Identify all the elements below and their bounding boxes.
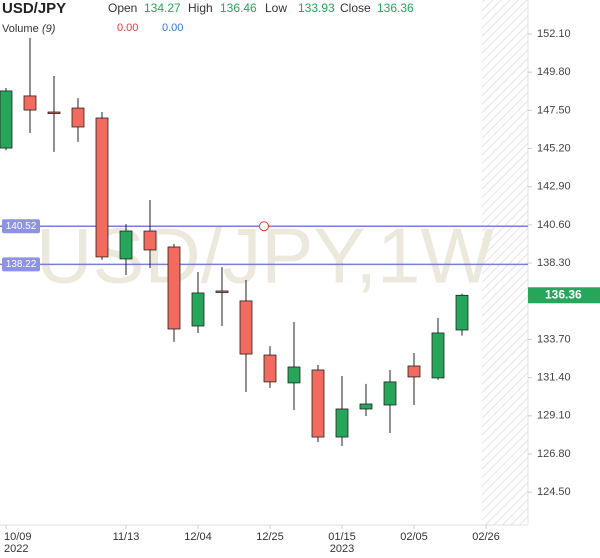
volume-period: (9) [42,23,56,35]
candle-body [0,90,13,149]
candle-body [239,300,253,355]
ohlc-label: Open [108,1,137,15]
x-tick-label: 12/25 [256,531,284,543]
price-tag [528,287,600,304]
y-tick-label: 131.40 [537,372,571,384]
x-tick-label: 12/04 [184,531,212,543]
candle-body [455,294,469,331]
ohlc-value: 136.46 [220,1,257,15]
candle-body [119,230,133,260]
volume-value: 0.00 [162,22,183,34]
future-area [482,0,528,525]
x-tick-label: 01/15 [328,531,356,543]
candle-body [431,332,445,379]
hline-tag [2,219,40,234]
ohlc-value: 136.36 [377,1,414,15]
x-tick-label: 02/05 [400,531,428,543]
candle-body [71,107,85,128]
candle-body [335,408,349,438]
candle-body [263,354,277,383]
hline-label: 138.22 [6,259,37,270]
ohlc-label: Low [265,1,287,15]
candle-body [383,381,397,406]
candle-body [311,369,325,438]
candle-body [407,365,421,378]
x-tick-label: 02/26 [472,531,500,543]
y-tick-label: 145.20 [537,142,571,154]
candle-body [215,290,229,293]
candle-body [287,366,301,384]
x-year-label: 2023 [330,543,354,555]
y-tick-label: 133.70 [537,333,571,345]
y-tick-label: 147.50 [537,104,571,116]
y-tick-label: 140.60 [537,219,571,231]
y-tick-label: 126.80 [537,448,571,460]
ohlc-label: High [188,1,213,15]
price-tag-label: 136.36 [545,287,582,301]
candle-body [47,111,61,114]
x-tick-label: 11/13 [113,531,140,543]
y-tick-label: 142.90 [537,181,571,193]
candle-body [143,230,157,251]
candle-body [167,246,181,330]
candle-body [23,95,37,111]
y-tick-label: 129.10 [537,410,571,422]
candle-body [359,403,373,410]
y-tick-label: 149.80 [537,66,571,78]
hline-label: 140.52 [6,221,37,232]
y-tick-label: 124.50 [537,486,571,498]
candle-body [191,292,205,327]
chart-title: USD/JPY [2,0,66,17]
ohlc-value: 134.27 [144,1,181,15]
x-year-label: 2022 [4,543,28,555]
alert-marker [259,221,269,232]
x-tick-label: 10/09 [4,531,32,543]
candle-body [95,117,109,258]
ohlc-label: Close [340,1,371,15]
hline-tag [2,257,40,272]
ohlc-value: 133.93 [298,1,335,15]
volume-value: 0.00 [117,22,138,34]
volume-label: Volume [2,23,39,35]
y-tick-label: 138.30 [537,257,571,269]
y-tick-label: 152.10 [537,28,571,40]
